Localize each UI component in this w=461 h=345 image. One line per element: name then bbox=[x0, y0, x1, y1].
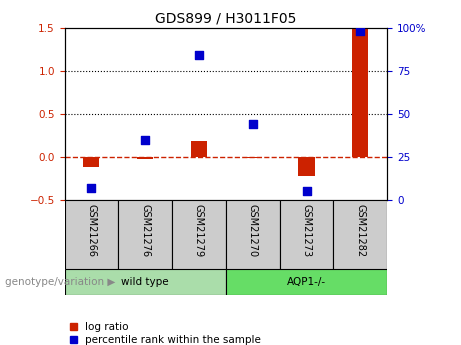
Bar bbox=[137, 157, 153, 159]
Point bbox=[195, 52, 203, 58]
Bar bbox=[83, 157, 100, 167]
Bar bbox=[65, 269, 226, 295]
Bar bbox=[298, 157, 314, 176]
Bar bbox=[172, 200, 226, 269]
Bar bbox=[333, 200, 387, 269]
Text: wild type: wild type bbox=[121, 277, 169, 287]
Bar bbox=[245, 157, 261, 158]
Text: AQP1-/-: AQP1-/- bbox=[287, 277, 326, 287]
Point bbox=[142, 137, 149, 142]
Point bbox=[357, 28, 364, 34]
Point bbox=[88, 185, 95, 191]
Point bbox=[303, 189, 310, 194]
Text: GSM21279: GSM21279 bbox=[194, 204, 204, 257]
Bar bbox=[280, 200, 333, 269]
Bar bbox=[226, 269, 387, 295]
Point bbox=[249, 121, 256, 127]
Text: genotype/variation ▶: genotype/variation ▶ bbox=[5, 277, 115, 287]
Text: GSM21282: GSM21282 bbox=[355, 204, 366, 257]
Text: GSM21270: GSM21270 bbox=[248, 204, 258, 257]
Text: GSM21276: GSM21276 bbox=[140, 204, 150, 257]
Text: GSM21266: GSM21266 bbox=[86, 204, 96, 257]
Title: GDS899 / H3011F05: GDS899 / H3011F05 bbox=[155, 11, 296, 25]
Bar bbox=[226, 200, 280, 269]
Text: GSM21273: GSM21273 bbox=[301, 204, 312, 257]
Bar bbox=[352, 23, 368, 157]
Bar bbox=[118, 200, 172, 269]
Legend: log ratio, percentile rank within the sample: log ratio, percentile rank within the sa… bbox=[70, 322, 261, 345]
Bar bbox=[65, 200, 118, 269]
Bar bbox=[191, 141, 207, 157]
